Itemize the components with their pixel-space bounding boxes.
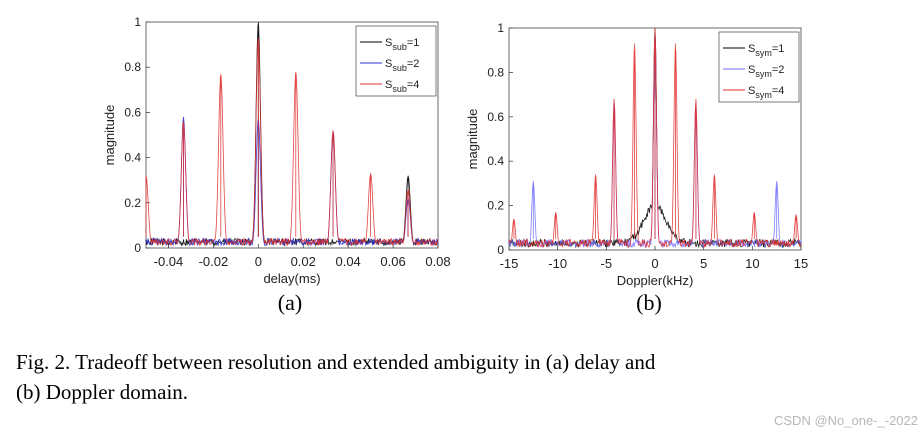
caption-line-1: Fig. 2. Tradeoff between resolution and … bbox=[16, 350, 656, 374]
x-tick-label: 0.02 bbox=[291, 254, 316, 269]
y-axis-label: magnitude bbox=[102, 105, 117, 166]
y-tick-label: 1 bbox=[134, 15, 141, 29]
y-tick-label: 0.4 bbox=[124, 151, 141, 165]
x-axis-label: Doppler(kHz) bbox=[617, 273, 694, 288]
x-tick-label: 0.06 bbox=[380, 254, 405, 269]
x-tick-label: -0.02 bbox=[199, 254, 229, 269]
plot-area bbox=[145, 21, 439, 249]
x-tick-label: 15 bbox=[794, 256, 808, 271]
series-line-3 bbox=[145, 37, 439, 247]
y-tick-label: 0.8 bbox=[487, 65, 504, 79]
y-tick-label: 0.6 bbox=[487, 110, 504, 124]
x-tick-label: -0.04 bbox=[154, 254, 184, 269]
x-tick-label: -5 bbox=[601, 256, 613, 271]
plot-b-svg: -15 -10 -5 0 5 10 15 0 0.2 0.4 0.6 0.8 1 Doppler(kHz)… bbox=[465, 21, 808, 288]
y-axis-label: magnitude bbox=[465, 109, 480, 170]
x-tick-label: 0 bbox=[651, 256, 658, 271]
plot-a-svg: -0.04 -0.02 0 0.02 0.04 0.06 0.08 0 0.2 0.4 0.6 0.8… bbox=[102, 15, 451, 286]
x-tick-label: 0.08 bbox=[425, 254, 450, 269]
caption-line-2: (b) Doppler domain. bbox=[16, 380, 189, 404]
x-tick-label: 0.04 bbox=[335, 254, 360, 269]
y-tick-label: 0.8 bbox=[124, 60, 141, 74]
x-tick-label: 5 bbox=[700, 256, 707, 271]
x-tick-label: -10 bbox=[548, 256, 567, 271]
y-tick-label: 0.2 bbox=[124, 196, 141, 210]
y-tick-label: 0 bbox=[497, 243, 504, 257]
y-tick-label: 0 bbox=[134, 241, 141, 255]
series-line-3 bbox=[508, 27, 802, 249]
subfigure-label-a: (a) bbox=[277, 290, 303, 315]
figure-caption: Fig. 2. Tradeoff between resolution and … bbox=[16, 347, 916, 407]
series-line-2 bbox=[145, 116, 439, 247]
y-tick-label: 0.6 bbox=[124, 105, 141, 119]
chart-delay: -0.04 -0.02 0 0.02 0.04 0.06 0.08 0 0.2 0.4 0.6 0.8… bbox=[0, 0, 462, 305]
y-tick-label: 0.2 bbox=[487, 199, 504, 213]
chart-doppler: -15 -10 -5 0 5 10 15 0 0.2 0.4 0.6 0.8 1 Doppler(kHz)… bbox=[462, 0, 924, 305]
x-tick-label: 0 bbox=[255, 254, 262, 269]
subfigure-label-b: (b) bbox=[636, 290, 662, 315]
x-tick-label: -15 bbox=[500, 256, 519, 271]
x-tick-label: 10 bbox=[745, 256, 759, 271]
watermark: CSDN @No_one-_-2022 bbox=[774, 413, 918, 428]
y-tick-label: 0.4 bbox=[487, 154, 504, 168]
x-axis-label: delay(ms) bbox=[263, 271, 320, 286]
y-tick-label: 1 bbox=[497, 21, 504, 35]
